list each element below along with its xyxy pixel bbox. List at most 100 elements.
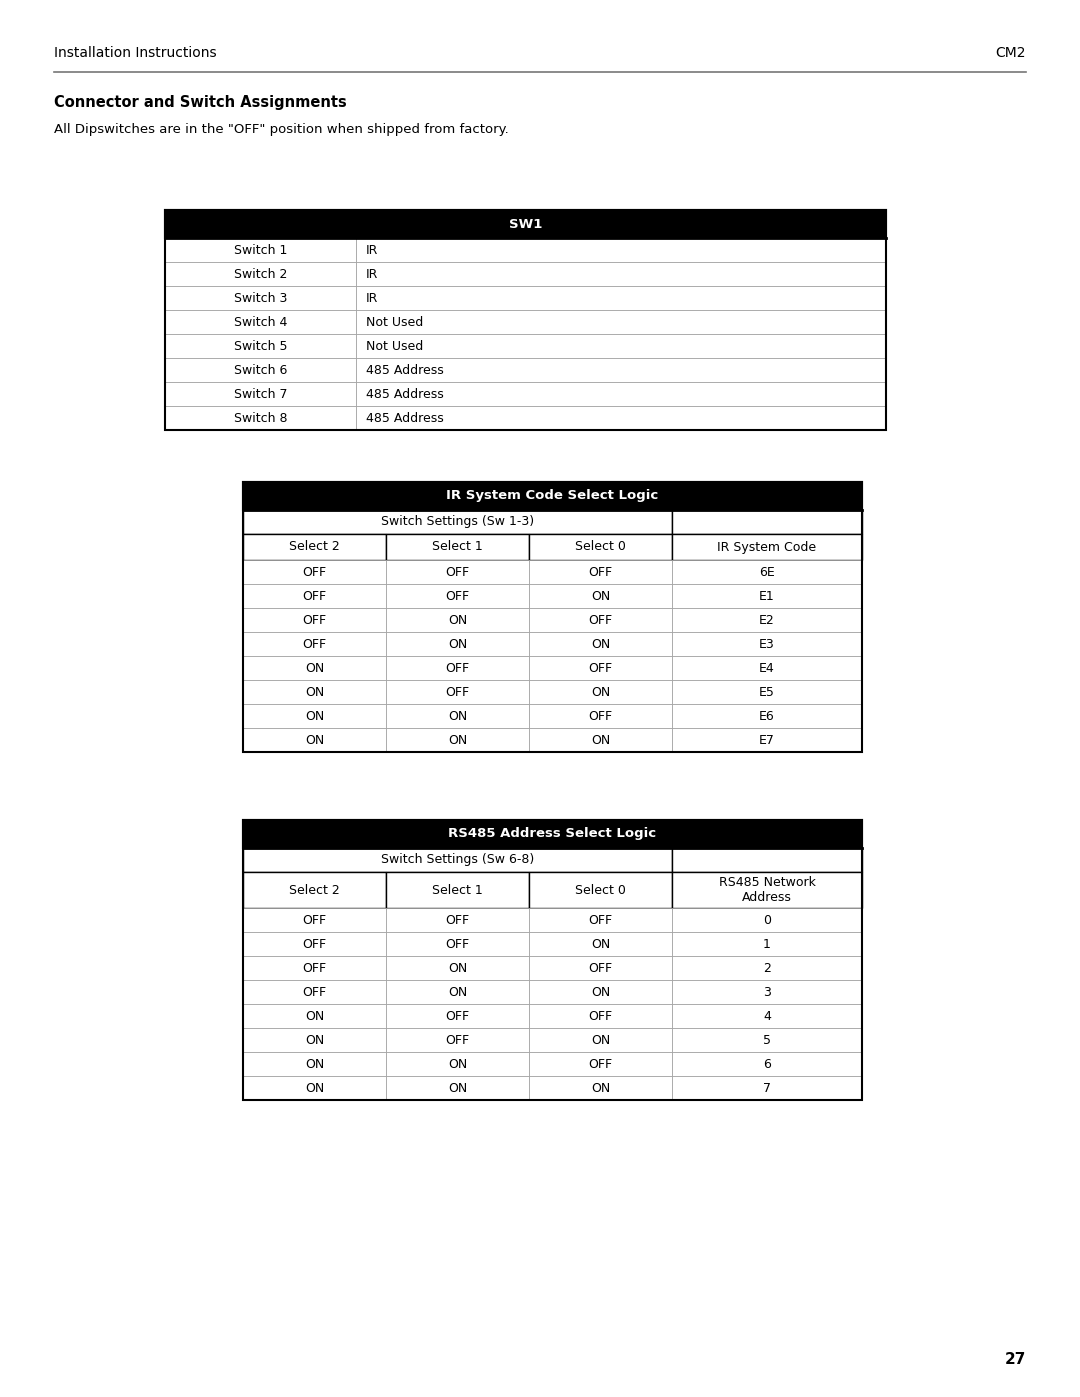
Text: IR: IR <box>366 292 378 305</box>
Text: Select 2: Select 2 <box>289 541 340 553</box>
Text: CM2: CM2 <box>996 46 1026 60</box>
Text: Switch 4: Switch 4 <box>233 316 287 328</box>
Text: Not Used: Not Used <box>366 316 423 328</box>
Bar <box>386 680 529 704</box>
Bar <box>165 210 886 430</box>
Bar <box>243 1052 386 1076</box>
Bar <box>529 728 672 752</box>
Bar <box>672 1004 862 1028</box>
Bar <box>386 1028 529 1052</box>
Bar <box>165 263 356 286</box>
Text: 7: 7 <box>762 1081 771 1094</box>
Text: RS485 Network
Address: RS485 Network Address <box>718 876 815 904</box>
Text: ON: ON <box>305 662 324 675</box>
Text: ON: ON <box>591 637 610 651</box>
Bar <box>386 534 529 560</box>
Bar <box>386 657 529 680</box>
Text: Not Used: Not Used <box>366 339 423 352</box>
Text: OFF: OFF <box>589 1010 612 1023</box>
Bar <box>243 981 386 1004</box>
Text: 5: 5 <box>762 1034 771 1046</box>
Text: IR: IR <box>366 267 378 281</box>
Bar <box>356 407 886 430</box>
Text: OFF: OFF <box>302 637 326 651</box>
Bar <box>529 631 672 657</box>
Text: Switch 1: Switch 1 <box>233 243 287 257</box>
Bar <box>165 210 886 237</box>
Bar <box>386 560 529 584</box>
Bar <box>386 981 529 1004</box>
Text: OFF: OFF <box>445 1010 470 1023</box>
Bar <box>529 1028 672 1052</box>
Bar <box>165 310 356 334</box>
Bar <box>672 1052 862 1076</box>
Text: OFF: OFF <box>445 566 470 578</box>
Bar <box>672 872 862 908</box>
Text: OFF: OFF <box>302 914 326 926</box>
Text: 0: 0 <box>762 914 771 926</box>
Bar <box>672 631 862 657</box>
Bar <box>672 932 862 956</box>
Bar <box>672 560 862 584</box>
Bar <box>243 1028 386 1052</box>
Bar <box>529 584 672 608</box>
Bar <box>356 237 886 263</box>
Bar <box>386 631 529 657</box>
Bar <box>243 932 386 956</box>
Bar <box>243 608 386 631</box>
Bar <box>243 584 386 608</box>
Bar <box>243 1004 386 1028</box>
Text: IR System Code: IR System Code <box>717 541 816 553</box>
Bar <box>243 631 386 657</box>
Text: OFF: OFF <box>445 937 470 950</box>
Text: ON: ON <box>591 1034 610 1046</box>
Bar <box>386 1052 529 1076</box>
Text: Select 2: Select 2 <box>289 883 340 897</box>
Bar <box>386 932 529 956</box>
Text: E7: E7 <box>759 733 775 746</box>
Text: 4: 4 <box>764 1010 771 1023</box>
Text: 2: 2 <box>764 961 771 975</box>
Bar <box>165 381 356 407</box>
Text: ON: ON <box>305 686 324 698</box>
Bar <box>386 728 529 752</box>
Text: IR System Code Select Logic: IR System Code Select Logic <box>446 489 659 503</box>
Bar <box>529 1052 672 1076</box>
Bar <box>243 908 386 932</box>
Bar <box>386 1076 529 1099</box>
Text: ON: ON <box>305 1034 324 1046</box>
Bar <box>243 1076 386 1099</box>
Text: ON: ON <box>591 590 610 602</box>
Text: ON: ON <box>448 613 468 626</box>
Bar <box>529 981 672 1004</box>
Text: OFF: OFF <box>445 662 470 675</box>
Text: OFF: OFF <box>589 613 612 626</box>
Text: OFF: OFF <box>445 1034 470 1046</box>
Bar <box>356 334 886 358</box>
Text: ON: ON <box>305 1081 324 1094</box>
Text: 485 Address: 485 Address <box>366 412 444 425</box>
Text: ON: ON <box>448 985 468 999</box>
Text: 6E: 6E <box>759 566 774 578</box>
Bar <box>243 482 862 752</box>
Bar <box>672 534 862 560</box>
Text: OFF: OFF <box>589 566 612 578</box>
Text: OFF: OFF <box>445 914 470 926</box>
Text: Select 0: Select 0 <box>575 883 626 897</box>
Bar <box>672 657 862 680</box>
Text: RS485 Address Select Logic: RS485 Address Select Logic <box>448 827 657 841</box>
Bar <box>529 908 672 932</box>
Text: ON: ON <box>448 733 468 746</box>
Bar <box>529 657 672 680</box>
Bar <box>243 657 386 680</box>
Bar <box>165 286 356 310</box>
Bar <box>165 407 356 430</box>
Bar <box>386 872 529 908</box>
Bar <box>672 704 862 728</box>
Text: ON: ON <box>448 710 468 722</box>
Bar <box>529 534 672 560</box>
Text: ON: ON <box>591 733 610 746</box>
Text: ON: ON <box>591 1081 610 1094</box>
Text: OFF: OFF <box>302 985 326 999</box>
Text: ON: ON <box>591 937 610 950</box>
